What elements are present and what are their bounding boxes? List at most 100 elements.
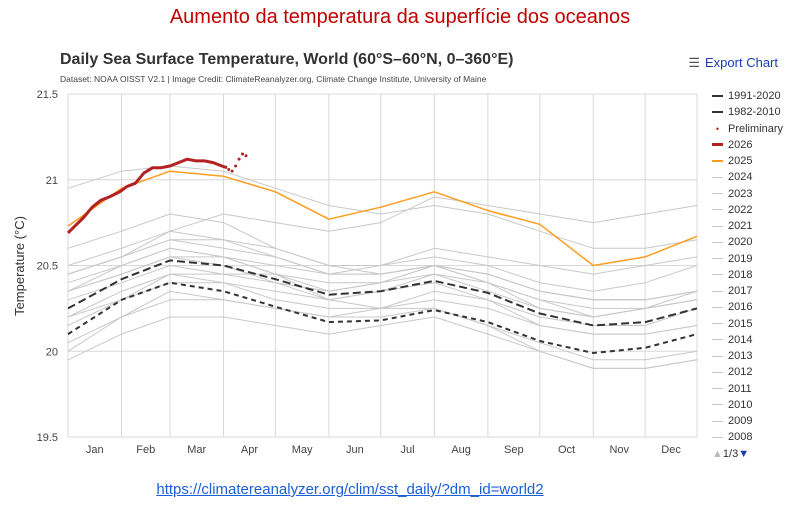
legend-swatch [712, 371, 723, 373]
legend-label: 2009 [728, 415, 753, 428]
legend-label: 2012 [728, 366, 753, 379]
x-tick-label: Jun [346, 444, 364, 456]
legend-label: 2021 [728, 220, 753, 233]
legend-item[interactable]: • Preliminary [712, 121, 783, 137]
legend-label: 2014 [728, 333, 753, 346]
legend-label: 2026 [728, 138, 753, 151]
legend-item[interactable]: 2009 [712, 413, 783, 429]
x-tick-label: Aug [451, 444, 471, 456]
legend-item[interactable]: 1982-2010 [712, 104, 783, 120]
legend-swatch [712, 404, 723, 406]
y-tick-label: 21.5 [37, 89, 58, 101]
x-tick-label: Dec [661, 444, 681, 456]
preliminary-point [227, 167, 231, 171]
legend-item[interactable]: 2025 [712, 153, 783, 169]
legend-item[interactable]: 2021 [712, 218, 783, 234]
legend-item[interactable]: 2011 [712, 381, 783, 397]
legend-label: 1982-2010 [728, 106, 781, 119]
y-axis-label: Temperature (°C) [12, 216, 27, 316]
y-tick-label: 20.5 [37, 261, 58, 273]
legend-item[interactable]: 2008 [712, 429, 783, 445]
legend-item[interactable]: 2012 [712, 364, 783, 380]
legend-item[interactable]: 2020 [712, 234, 783, 250]
legend-swatch: • [715, 123, 720, 134]
legend-label: 2019 [728, 252, 753, 265]
hamburger-menu-icon: ☰ [688, 55, 701, 70]
preliminary-point [244, 154, 248, 158]
export-chart-button[interactable]: ☰ Export Chart [688, 55, 778, 71]
legend-item[interactable]: 2014 [712, 332, 783, 348]
slide-title: Aumento da temperatura da superfície dos… [169, 6, 631, 28]
series-preliminary [227, 152, 248, 173]
legend-item[interactable]: 2010 [712, 397, 783, 413]
legend-swatch [712, 176, 723, 178]
x-tick-label: Jul [401, 444, 415, 456]
series-2015-line [67, 247, 698, 292]
series-2025-line [67, 170, 698, 267]
preliminary-point [241, 152, 245, 156]
legend-swatch [712, 143, 723, 147]
legend-item[interactable]: 1991-2020 [712, 88, 783, 104]
legend-item[interactable]: 2019 [712, 251, 783, 267]
series-1982-2010-line [67, 281, 698, 354]
legend-label: 1991-2020 [728, 90, 781, 103]
preliminary-point [237, 157, 241, 161]
legend-item[interactable]: 2015 [712, 316, 783, 332]
x-tick-label: Sep [504, 444, 524, 456]
x-tick-label: Jan [86, 444, 104, 456]
legend-label: 2015 [728, 317, 753, 330]
legend-item[interactable]: 2016 [712, 299, 783, 315]
legend-swatch [712, 339, 723, 341]
x-tick-label: Oct [558, 444, 575, 456]
triangle-up-icon[interactable]: ▲ [712, 447, 723, 460]
preliminary-point [234, 164, 238, 168]
x-tick-label: Nov [609, 444, 629, 456]
chart-subtitle: Dataset: NOAA OISST V2.1 | Image Credit:… [60, 74, 487, 84]
legend-swatch [712, 209, 723, 211]
y-tick-label: 21 [46, 175, 58, 187]
legend-label: 2017 [728, 285, 753, 298]
legend-label: 2024 [728, 171, 753, 184]
x-tick-label: Feb [136, 444, 155, 456]
legend-swatch [712, 420, 723, 422]
legend-swatch [712, 225, 723, 227]
legend-item[interactable]: 2017 [712, 283, 783, 299]
legend-swatch [712, 258, 723, 260]
legend-label: 2022 [728, 203, 753, 216]
source-link[interactable]: https://climatereanalyzer.org/clim/sst_d… [156, 481, 544, 498]
series-1991-2020-line [67, 259, 698, 327]
legend-swatch [712, 306, 723, 308]
legend-item[interactable]: 2013 [712, 348, 783, 364]
series-2011-line [67, 290, 698, 361]
series-2016-line [67, 213, 698, 301]
legend-label: 2013 [728, 350, 753, 363]
x-tick-label: Apr [241, 444, 258, 456]
legend-label: 2025 [728, 155, 753, 168]
legend-item[interactable]: 2026 [712, 137, 783, 153]
triangle-down-icon[interactable]: ▼ [738, 447, 750, 460]
series-2023-line [67, 196, 698, 275]
legend-item[interactable]: 2018 [712, 267, 783, 283]
legend-label: 2010 [728, 398, 753, 411]
legend-swatch [712, 274, 723, 276]
legend-swatch [712, 355, 723, 357]
legend-item[interactable]: 2024 [712, 169, 783, 185]
legend-swatch [712, 388, 723, 390]
legend-swatch [712, 95, 723, 98]
legend-label: 2011 [728, 382, 752, 395]
legend-label: 2023 [728, 187, 753, 200]
legend-label: 2020 [728, 236, 753, 249]
x-tick-label: Mar [187, 444, 206, 456]
chart-title: Daily Sea Surface Temperature, World (60… [60, 51, 514, 68]
pager-label: 1/3 [722, 447, 739, 460]
legend-item[interactable]: 2022 [712, 202, 783, 218]
series-2026-line [66, 157, 228, 234]
legend-swatch [712, 436, 723, 438]
legend: 1991-2020 1982-2010 • Preliminary 2026 2025 20… [712, 88, 783, 460]
x-tick-label: May [292, 444, 313, 456]
legend-swatch [712, 241, 723, 243]
legend-pager: ▲1/3▼ [712, 448, 783, 460]
legend-label: 2008 [728, 431, 753, 444]
legend-item[interactable]: 2023 [712, 186, 783, 202]
